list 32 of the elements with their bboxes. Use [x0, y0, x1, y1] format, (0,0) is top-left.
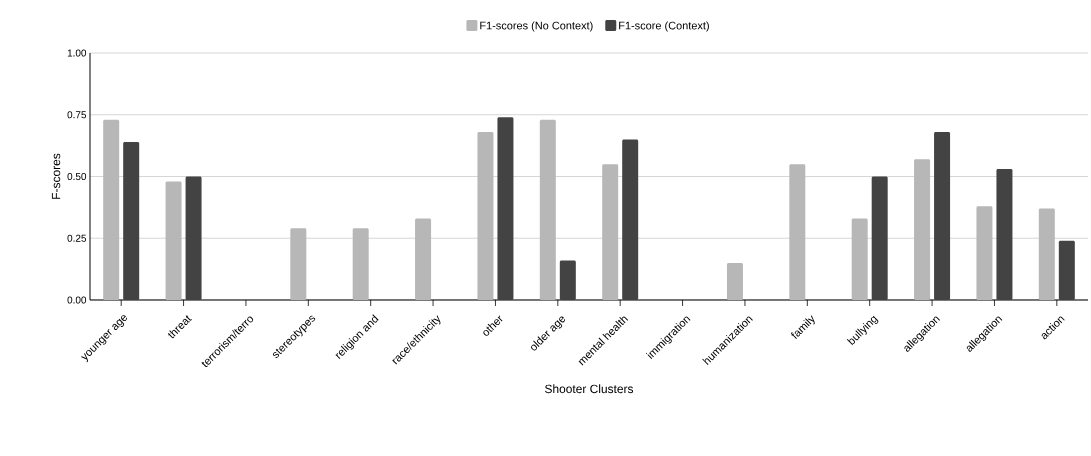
bar — [123, 141, 140, 300]
legend-label: F1-scores (No Context) — [480, 21, 593, 32]
bar — [103, 119, 120, 300]
bar — [789, 164, 806, 300]
bar — [976, 206, 993, 300]
y-tick-label: 0.75 — [67, 111, 87, 119]
bar — [477, 132, 494, 300]
bar — [165, 181, 182, 300]
bar — [622, 139, 639, 300]
bar — [914, 159, 931, 300]
bar — [497, 117, 514, 300]
bar — [559, 260, 576, 300]
bar — [539, 119, 556, 300]
y-tick-label: 0.50 — [67, 172, 87, 181]
bar — [726, 262, 743, 300]
y-tick-label: 0.00 — [67, 296, 87, 304]
bar — [1038, 208, 1055, 300]
bar — [415, 218, 432, 300]
bar — [996, 169, 1013, 300]
y-tick-label: 0.25 — [67, 234, 87, 242]
y-axis-title: F-scores — [51, 153, 61, 199]
bar — [185, 176, 202, 300]
bar — [352, 228, 369, 300]
bar — [934, 132, 951, 300]
legend-label: F1-score (Context) — [619, 21, 709, 32]
bar — [871, 176, 888, 300]
x-axis-title: Shooter Clusters — [545, 384, 634, 394]
y-tick-label: 1.00 — [67, 49, 87, 57]
bar — [851, 218, 868, 300]
bar — [602, 164, 619, 300]
bar — [1058, 240, 1075, 300]
bar — [290, 228, 307, 300]
